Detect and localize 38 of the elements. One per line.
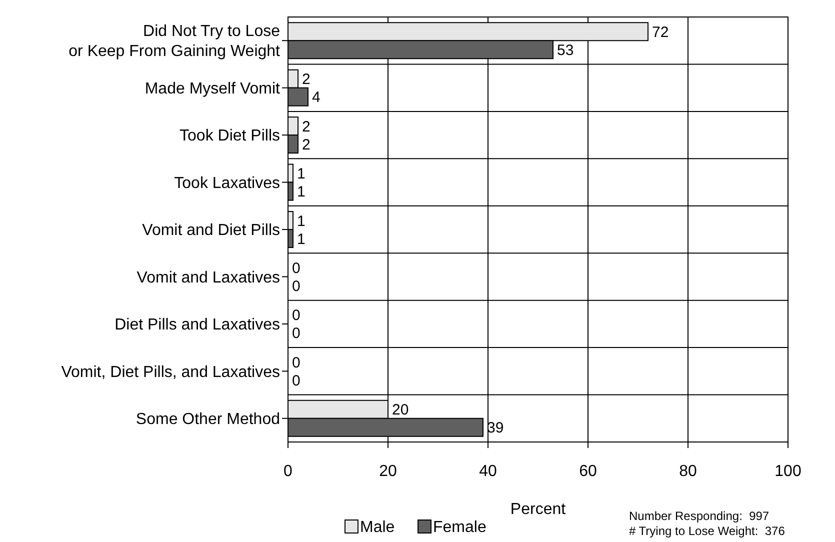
data-label: 1: [297, 166, 306, 183]
data-label: 72: [652, 24, 669, 41]
x-axis-title: Percent: [510, 501, 566, 518]
data-label: 0: [292, 325, 300, 342]
data-label: 39: [487, 420, 504, 437]
legend-label: Male: [360, 519, 395, 536]
y-tick-label: Vomit and Laxatives: [136, 269, 280, 286]
data-label: 1: [297, 212, 306, 230]
x-tick-label: 80: [679, 463, 697, 480]
x-tick-label: 0: [284, 463, 293, 480]
y-tick-label: Took Diet Pills: [180, 128, 280, 145]
x-tick-label: 20: [379, 463, 397, 480]
legend-label: Female: [433, 519, 486, 536]
x-tick-label: 40: [479, 463, 497, 480]
y-tick-label: Vomit, Diet Pills, and Laxatives: [61, 364, 280, 381]
data-label: 0: [292, 354, 300, 372]
y-tick-label: Made Myself Vomit: [144, 80, 281, 98]
y-tick-label: Took Laxatives: [174, 174, 280, 192]
data-label: 0: [292, 260, 300, 277]
data-label: 0: [292, 372, 300, 390]
y-tick-label: Did Not Try to Lose or Keep From Gaining Weight: [68, 23, 281, 60]
data-label: 0: [292, 307, 300, 324]
data-label: 1: [297, 230, 306, 248]
data-label: 2: [302, 136, 310, 154]
data-label: 4: [312, 89, 320, 106]
data-label: 2: [302, 118, 310, 136]
text: # Trying to Lose Weight: 376: [629, 524, 786, 538]
data-label: 1: [297, 184, 306, 201]
text: Number Responding: 997: [629, 509, 770, 523]
data-label: 0: [292, 278, 300, 295]
x-tick-label: 60: [579, 463, 597, 480]
y-tick-label: Diet Pills and Laxatives: [114, 316, 280, 334]
y-tick-label: Vomit and Diet Pills: [142, 222, 280, 240]
data-label: 2: [302, 71, 310, 88]
y-tick-label: Some Other Method: [136, 410, 280, 428]
x-tick-label: 100: [774, 463, 802, 480]
data-label: 53: [557, 42, 574, 59]
data-label: 20: [392, 402, 409, 419]
